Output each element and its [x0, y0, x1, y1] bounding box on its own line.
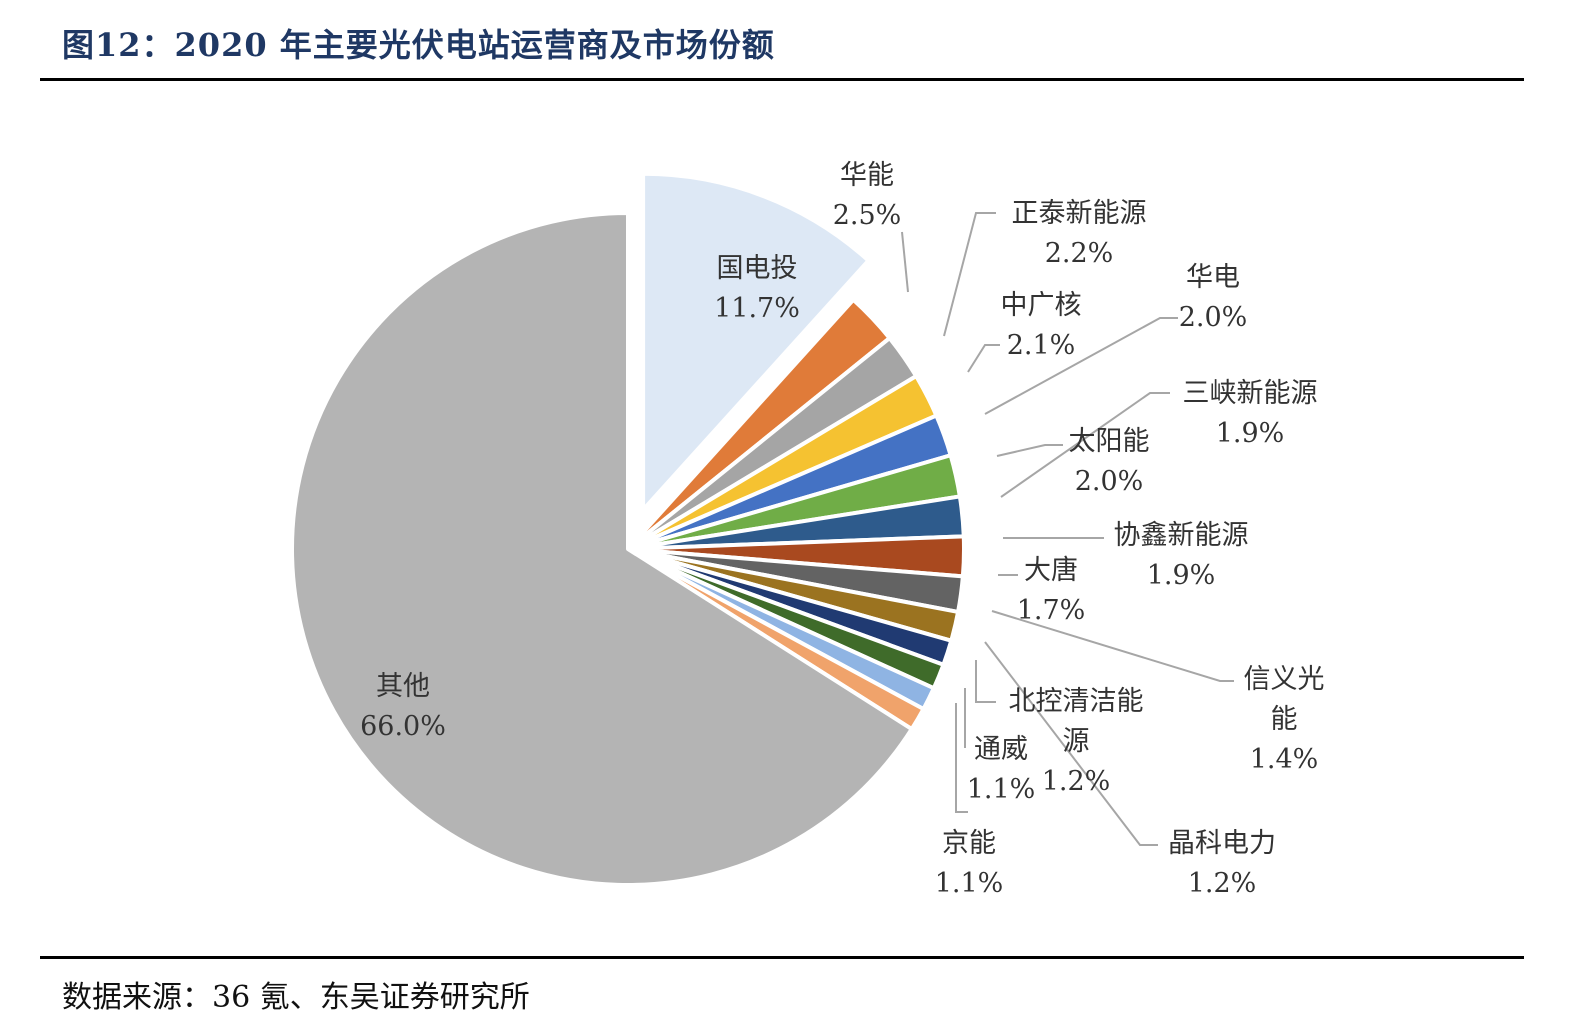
category-label-协鑫新能源: 协鑫新能源 — [1114, 520, 1249, 551]
leader-line-华电 — [984, 317, 1178, 415]
value-label-中广核: 2.1% — [1007, 330, 1076, 361]
leader-line-中广核 — [967, 344, 1000, 373]
category-label-华能: 华能 — [840, 160, 894, 191]
leader-line-三峡新能源 — [1000, 392, 1170, 498]
leader-line-京能 — [955, 703, 968, 813]
leader-line-信义光能 — [991, 610, 1234, 682]
value-label-信义光能: 1.4% — [1250, 744, 1319, 775]
value-label-华能: 2.5% — [833, 200, 902, 231]
category-label-中广核: 中广核 — [1001, 290, 1082, 321]
category-label-信义光能: 能 — [1271, 704, 1298, 735]
leader-line-北控清洁能源 — [975, 660, 996, 703]
category-label-晶科电力: 晶科电力 — [1168, 828, 1276, 859]
category-label-国电投: 国电投 — [717, 253, 798, 284]
value-label-晶科电力: 1.2% — [1188, 868, 1257, 899]
slice-国电投 — [641, 171, 871, 512]
slice-其他 — [290, 211, 914, 887]
category-label-太阳能: 太阳能 — [1069, 426, 1150, 457]
source-note: 数据来源：36 氪、东吴证券研究所 — [62, 980, 530, 1015]
category-label-大唐: 大唐 — [1024, 555, 1078, 586]
category-label-通威: 通威 — [974, 734, 1028, 765]
category-label-京能: 京能 — [942, 828, 996, 859]
category-label-信义光能: 信义光 — [1244, 664, 1325, 695]
figure-title: 图12：2020 年主要光伏电站运营商及市场份额 — [62, 26, 775, 64]
leader-line-华能 — [901, 231, 909, 293]
category-label-正泰新能源: 正泰新能源 — [1012, 198, 1147, 229]
leader-line-太阳能 — [996, 444, 1063, 457]
bottom-rule — [40, 956, 1524, 959]
value-label-大唐: 1.7% — [1017, 595, 1086, 626]
value-label-太阳能: 2.0% — [1075, 466, 1144, 497]
top-rule — [40, 78, 1524, 81]
value-label-华电: 2.0% — [1179, 302, 1248, 333]
value-label-正泰新能源: 2.2% — [1045, 238, 1114, 269]
category-label-其他: 其他 — [376, 671, 430, 702]
leader-line-正泰新能源 — [943, 212, 996, 337]
value-label-三峡新能源: 1.9% — [1216, 418, 1285, 449]
value-label-京能: 1.1% — [935, 868, 1004, 899]
leader-line-晶科电力 — [984, 641, 1158, 846]
value-label-北控清洁能源: 1.2% — [1042, 766, 1111, 797]
value-label-协鑫新能源: 1.9% — [1147, 560, 1216, 591]
value-label-国电投: 11.7% — [714, 293, 800, 324]
category-label-北控清洁能源: 北控清洁能 — [1009, 686, 1144, 717]
category-label-三峡新能源: 三峡新能源 — [1183, 378, 1318, 409]
value-label-其他: 66.0% — [360, 711, 446, 742]
category-label-北控清洁能源: 源 — [1063, 726, 1090, 757]
value-label-通威: 1.1% — [967, 774, 1036, 805]
category-label-华电: 华电 — [1186, 262, 1240, 293]
